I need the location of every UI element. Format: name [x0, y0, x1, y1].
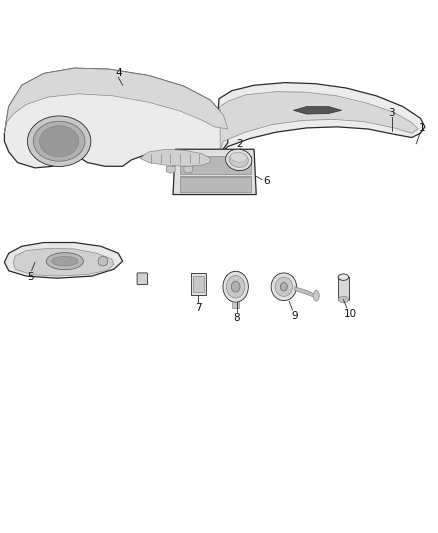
Ellipse shape [223, 271, 248, 302]
Polygon shape [293, 107, 342, 114]
Ellipse shape [229, 152, 248, 167]
Ellipse shape [39, 126, 79, 157]
Text: 8: 8 [233, 313, 240, 322]
Polygon shape [4, 68, 228, 133]
Ellipse shape [27, 116, 91, 166]
Ellipse shape [275, 277, 293, 296]
Polygon shape [4, 243, 123, 278]
Ellipse shape [338, 296, 349, 303]
Polygon shape [338, 277, 349, 300]
Text: 2: 2 [237, 139, 244, 149]
Ellipse shape [46, 253, 83, 270]
Polygon shape [184, 166, 193, 173]
Ellipse shape [226, 149, 252, 171]
FancyBboxPatch shape [137, 273, 148, 285]
Text: 10: 10 [344, 309, 357, 319]
Text: 7: 7 [194, 303, 201, 313]
Ellipse shape [280, 282, 287, 291]
Ellipse shape [226, 276, 245, 298]
Polygon shape [220, 92, 418, 149]
Text: 1: 1 [418, 123, 425, 133]
Polygon shape [191, 273, 206, 295]
Polygon shape [140, 149, 210, 166]
Ellipse shape [98, 256, 108, 266]
Ellipse shape [271, 273, 297, 301]
Polygon shape [193, 276, 204, 292]
Text: 4: 4 [115, 68, 122, 78]
Ellipse shape [231, 281, 240, 292]
Ellipse shape [338, 274, 349, 280]
Ellipse shape [313, 290, 319, 301]
Polygon shape [232, 302, 239, 308]
Text: 5: 5 [27, 272, 34, 282]
Polygon shape [180, 177, 251, 192]
Polygon shape [166, 166, 175, 173]
Polygon shape [4, 68, 228, 168]
Ellipse shape [33, 122, 85, 161]
Polygon shape [217, 83, 425, 160]
Ellipse shape [52, 256, 78, 266]
Polygon shape [173, 149, 256, 195]
Polygon shape [295, 287, 314, 297]
Text: 9: 9 [291, 311, 298, 321]
Ellipse shape [230, 152, 247, 162]
Polygon shape [180, 156, 251, 174]
Text: 6: 6 [263, 176, 270, 186]
Text: 3: 3 [388, 108, 395, 118]
Polygon shape [13, 248, 114, 276]
